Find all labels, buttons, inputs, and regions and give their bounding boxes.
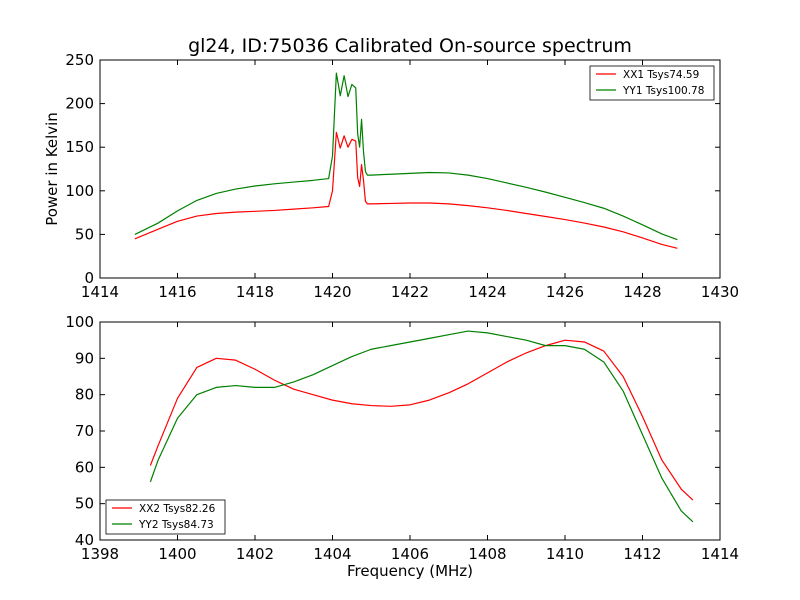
top-x-tick-label: 1424 — [468, 283, 506, 301]
bottom-legend-box — [105, 499, 226, 535]
top-legend-box — [589, 65, 715, 101]
top-y-tick-label: 100 — [65, 182, 94, 200]
bottom-legend-label-xx2: XX2 Tsys82.26 — [139, 503, 216, 515]
bottom-y-tick-label: 80 — [75, 386, 94, 404]
top-x-tick-label: 1414 — [81, 283, 119, 301]
bottom-x-tick-label: 1402 — [236, 545, 274, 563]
chart-title: gl24, ID:75036 Calibrated On-source spec… — [188, 35, 632, 57]
top-legend-label-xx1: XX1 Tsys74.59 — [623, 69, 699, 81]
bottom-x-axis-label: Frequency (MHz) — [347, 562, 473, 580]
top-x-tick-label: 1426 — [546, 283, 584, 301]
top-plot-frame — [99, 59, 721, 279]
top-series-line-xx — [134, 131, 678, 249]
top-y-tick-label: 0 — [84, 269, 94, 287]
bottom-y-tick-label: 60 — [75, 458, 94, 476]
bottom-y-tick-label: 50 — [75, 495, 94, 513]
top-legend-label-yy1: YY1 Tsys100.78 — [622, 85, 704, 97]
bottom-y-tick-label: 100 — [65, 313, 94, 331]
top-x-tick-label: 1422 — [391, 283, 429, 301]
bottom-panel: 1398 1400 1402 1404 1406 1408 1410 1412 1414 40 50… — [65, 313, 739, 580]
top-x-tick-label: 1416 — [158, 283, 196, 301]
bottom-y-tick-label: 70 — [75, 422, 94, 440]
bottom-series-line-yy — [149, 330, 694, 523]
top-series-line-yy — [134, 72, 678, 241]
bottom-x-tick-label: 1406 — [391, 545, 429, 563]
top-x-tick-label: 1428 — [623, 283, 661, 301]
bottom-x-tick-label: 1400 — [158, 545, 196, 563]
top-x-tick-label: 1420 — [313, 283, 351, 301]
bottom-x-tick-label: 1410 — [546, 545, 584, 563]
bottom-legend-label-yy2: YY2 Tsys84.73 — [138, 519, 214, 531]
bottom-series-line-xx — [149, 339, 694, 501]
top-y-tick-label: 200 — [65, 95, 94, 113]
bottom-x-tick-label: 1414 — [701, 545, 739, 563]
top-y-tick-label: 250 — [65, 51, 94, 69]
bottom-y-tick-label: 40 — [75, 531, 94, 549]
top-y-axis-label: Power in Kelvin — [43, 112, 61, 226]
bottom-x-tick-label: 1404 — [313, 545, 351, 563]
top-panel: 1414 1416 1418 1420 1422 1424 1426 1428 1430 0 50 1… — [43, 51, 739, 301]
bottom-x-tick-label: 1412 — [623, 545, 661, 563]
bottom-y-tick-label: 90 — [75, 349, 94, 367]
top-x-tick-label: 1430 — [701, 283, 739, 301]
bottom-plot-frame — [99, 321, 721, 541]
bottom-x-tick-label: 1408 — [468, 545, 506, 563]
bottom-x-tick-label: 1398 — [81, 545, 119, 563]
top-y-tick-label: 150 — [65, 138, 94, 156]
top-x-tick-label: 1418 — [236, 283, 274, 301]
bottom-legend: XX2 Tsys82.26 YY2 Tsys84.73 — [105, 499, 226, 535]
top-legend: XX1 Tsys74.59 YY1 Tsys100.78 — [589, 65, 715, 101]
top-y-tick-label: 50 — [75, 225, 94, 243]
